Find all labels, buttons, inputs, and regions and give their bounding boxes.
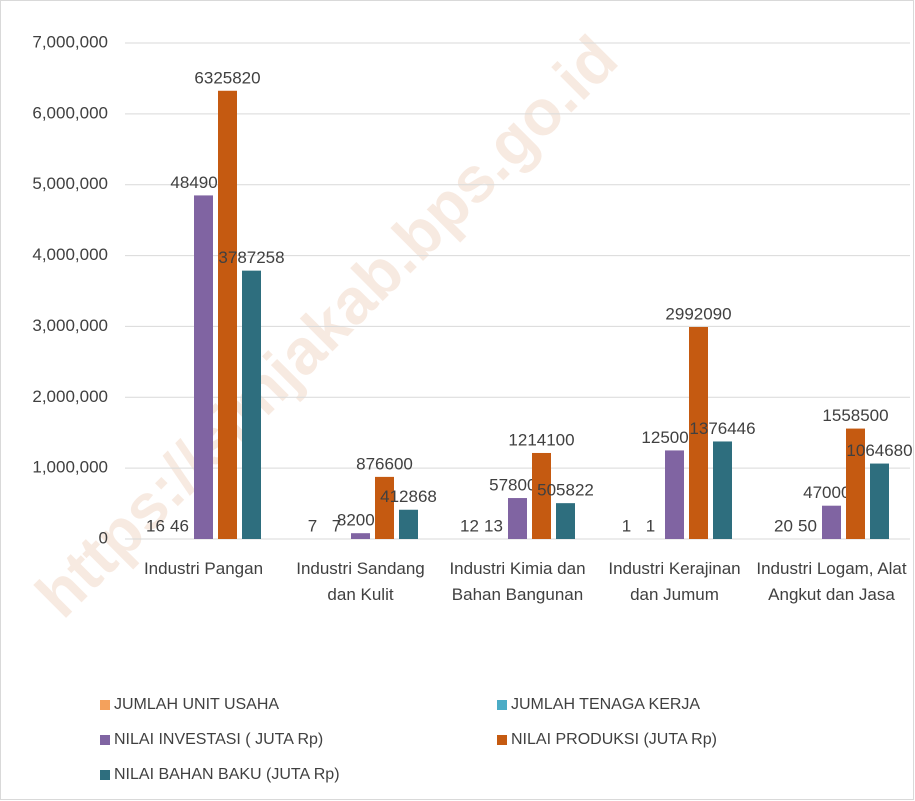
data-label: 16 — [146, 516, 165, 535]
x-tick-label: Industri Logam, Alat Angkut dan Jasa — [756, 559, 907, 604]
data-label: 50 — [798, 516, 817, 535]
bar — [242, 270, 261, 539]
bar — [689, 326, 708, 539]
legend-item: NILAI INVESTASI ( JUTA Rp) — [100, 731, 323, 749]
data-label: 3787258 — [218, 248, 284, 267]
legend-label: JUMLAH TENAGA KERJA — [511, 696, 701, 713]
bar — [532, 452, 551, 539]
y-tick-label: 2,000,000 — [32, 387, 108, 406]
bar — [508, 498, 527, 539]
bar — [218, 90, 237, 539]
legend-label: JUMLAH UNIT USAHA — [114, 696, 280, 713]
legend-swatch — [100, 735, 110, 745]
data-label: 7 — [308, 516, 317, 535]
legend-swatch — [497, 735, 507, 745]
legend-swatch — [100, 700, 110, 710]
data-label: 13 — [484, 516, 503, 535]
x-tick-label: Industri Pangan — [143, 559, 264, 578]
legend-item: JUMLAH TENAGA KERJA — [497, 696, 700, 714]
bar — [870, 463, 889, 539]
bar — [822, 505, 841, 539]
bar — [556, 503, 575, 539]
y-tick-label: 1,000,000 — [32, 458, 108, 477]
x-tick-label: Industri Kerajinan dan Jumum — [608, 559, 741, 604]
legend-label: NILAI PRODUKSI (JUTA Rp) — [511, 731, 717, 748]
data-label: 505822 — [537, 481, 594, 500]
y-tick-label: 5,000,000 — [32, 174, 108, 193]
x-tick-label: Industri Kimia dan Bahan Bangunan — [449, 559, 586, 604]
legend-item: NILAI PRODUKSI (JUTA Rp) — [497, 731, 717, 749]
bar — [399, 509, 418, 539]
data-label: 82000 — [337, 511, 384, 530]
data-label: 2992090 — [665, 304, 731, 323]
y-tick-label: 0 — [99, 528, 108, 547]
bar — [375, 476, 394, 539]
legend-label: NILAI INVESTASI ( JUTA Rp) — [114, 731, 324, 748]
bar — [194, 195, 213, 540]
data-label: 1214100 — [508, 430, 574, 449]
data-label: 876600 — [356, 454, 413, 473]
legend-swatch — [100, 770, 110, 780]
legend-item: NILAI BAHAN BAKU (JUTA Rp) — [100, 766, 340, 784]
legend-label: NILAI BAHAN BAKU (JUTA Rp) — [114, 766, 340, 783]
bar — [351, 533, 370, 539]
bar — [665, 450, 684, 539]
data-label: 12 — [460, 516, 479, 535]
data-label: 1064680 — [846, 441, 912, 460]
bar — [713, 441, 732, 539]
data-label: 578000 — [489, 476, 546, 495]
data-label: 7 — [332, 516, 341, 535]
data-label: 1376446 — [689, 419, 755, 438]
data-label: 20 — [774, 516, 793, 535]
y-tick-label: 6,000,000 — [32, 103, 108, 122]
legend-item: JUMLAH UNIT USAHA — [100, 696, 279, 714]
data-label: 1 — [646, 516, 655, 535]
data-label: 6325820 — [194, 68, 260, 87]
y-tick-label: 4,000,000 — [32, 245, 108, 264]
data-label: 412868 — [380, 487, 437, 506]
bar — [846, 428, 865, 539]
data-label: 1558500 — [822, 406, 888, 425]
y-tick-label: 3,000,000 — [32, 316, 108, 335]
data-label: 46 — [170, 516, 189, 535]
data-label: 470000 — [803, 483, 860, 502]
y-tick-label: 7,000,000 — [32, 32, 108, 51]
data-label: 1 — [622, 516, 631, 535]
legend-swatch — [497, 700, 507, 710]
x-tick-label: Industri Sandang dan Kulit — [296, 559, 425, 604]
